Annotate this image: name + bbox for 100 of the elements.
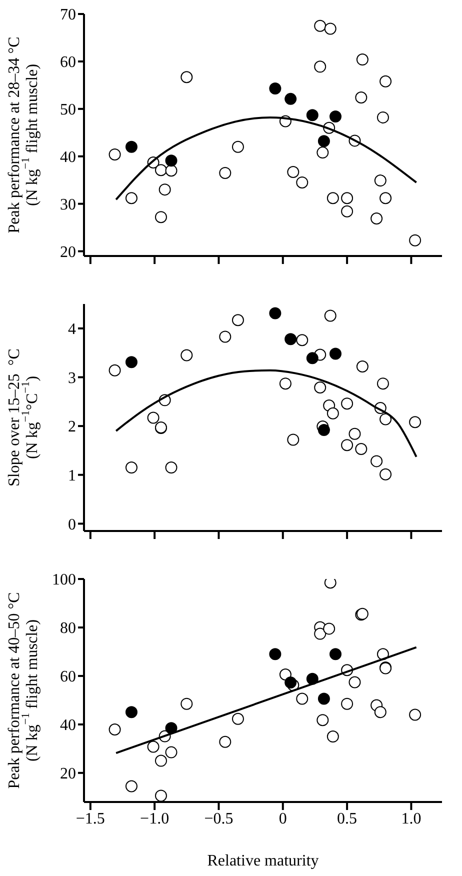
point (287, 166, 300, 178)
x-tick-label: −1.0 (140, 810, 170, 828)
x-axis-title: Relative maturity (207, 852, 319, 870)
y-tick-label: 30 (60, 196, 76, 214)
y-tick-label: 3 (68, 370, 76, 387)
y-tick-label: 100 (52, 572, 76, 589)
point (409, 708, 422, 721)
point (287, 434, 300, 446)
point (324, 22, 336, 35)
point (348, 428, 361, 440)
y-tick-label: 4 (68, 321, 76, 338)
point (341, 439, 354, 452)
point (232, 314, 244, 326)
point (376, 111, 389, 124)
point (326, 192, 339, 204)
point (380, 192, 392, 204)
point (165, 722, 178, 734)
point (374, 174, 386, 187)
point (165, 746, 178, 758)
point (125, 780, 138, 792)
point (316, 714, 329, 726)
point (324, 579, 336, 589)
x-tick-label: 0 (278, 810, 287, 828)
point (154, 790, 167, 802)
point (108, 724, 121, 736)
point (284, 676, 297, 688)
point (341, 698, 354, 710)
point (318, 135, 330, 148)
point (180, 349, 193, 362)
y-tick-label: 40 (60, 149, 76, 166)
point (330, 348, 342, 360)
point (219, 330, 232, 343)
point (232, 712, 244, 725)
point (296, 692, 308, 705)
point (125, 192, 138, 204)
point (380, 468, 392, 480)
point (314, 381, 326, 394)
point (318, 692, 330, 705)
point (147, 412, 160, 424)
point (370, 455, 383, 468)
point (279, 668, 292, 680)
point (284, 333, 297, 346)
point (409, 234, 422, 246)
point (374, 706, 386, 718)
point (219, 166, 232, 179)
point (348, 676, 361, 688)
point (108, 364, 121, 376)
y-tick-label: 2 (68, 418, 76, 436)
point (326, 407, 339, 420)
point (306, 352, 318, 364)
x-tick-label: −0.5 (204, 810, 234, 828)
point (296, 176, 308, 188)
point (314, 20, 326, 32)
line-series (115, 369, 418, 458)
point (125, 462, 138, 474)
point (296, 334, 308, 346)
point (147, 740, 160, 753)
point (158, 184, 171, 196)
point (279, 378, 292, 390)
point (180, 698, 193, 710)
y-tick-label: 20 (60, 244, 76, 261)
x-tick-label: 0.5 (337, 810, 358, 828)
point (125, 706, 138, 718)
point (380, 75, 392, 88)
point (380, 413, 392, 426)
point (125, 356, 138, 368)
point (232, 140, 244, 153)
point (330, 110, 342, 122)
point (180, 71, 193, 84)
point (314, 60, 326, 73)
point (326, 730, 339, 743)
x-tick-label: 1.0 (401, 810, 422, 828)
point (316, 146, 329, 159)
point (219, 736, 232, 748)
y-tick-label: 80 (60, 620, 76, 638)
y-tick-label: 1 (68, 468, 76, 485)
point (356, 360, 368, 372)
y-tick-label: 20 (60, 766, 76, 783)
point (314, 628, 326, 640)
point (370, 212, 383, 225)
y-tick-label: 40 (60, 717, 76, 734)
point (306, 109, 318, 122)
y-tick-label: 60 (60, 668, 76, 686)
point (323, 622, 336, 635)
point (284, 92, 297, 105)
point (356, 54, 368, 66)
point (165, 462, 178, 474)
point (269, 648, 282, 660)
point (324, 310, 336, 322)
point (341, 192, 354, 204)
point (165, 154, 178, 167)
y-tick-label: 60 (60, 54, 76, 72)
point (154, 754, 167, 767)
point (409, 416, 422, 428)
point (108, 148, 121, 160)
point (154, 211, 167, 224)
y-tick-label: 50 (60, 102, 76, 119)
point (269, 307, 282, 320)
point (355, 442, 368, 455)
point (341, 205, 354, 218)
